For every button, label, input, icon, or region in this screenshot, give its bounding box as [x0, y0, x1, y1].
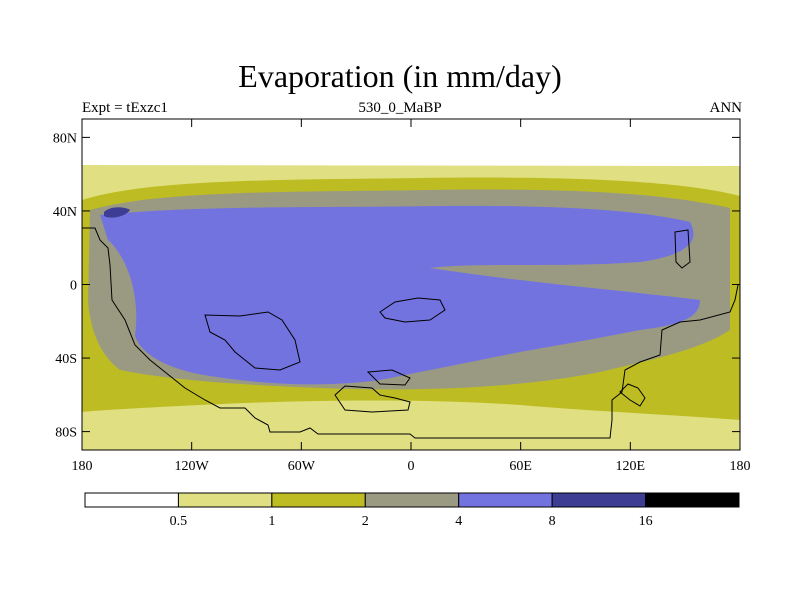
- continent-outline-east-coast: [619, 383, 646, 407]
- colorbar-label: 8: [549, 514, 556, 529]
- colorbar-swatch: [177, 492, 273, 508]
- experiment-label: Expt = tExzc1: [82, 100, 168, 116]
- colorbar-swatch: [364, 492, 460, 508]
- y-tick-label: 40S: [55, 352, 77, 367]
- x-tick-label: 180: [730, 459, 751, 474]
- evaporation-field: [82, 119, 740, 450]
- colorbar-swatch: [645, 492, 740, 508]
- colorbar-swatch: [84, 492, 179, 508]
- y-tick-label: 40N: [53, 205, 77, 220]
- x-tick-label: 180: [72, 459, 93, 474]
- continent-outline-south-islands-2: [366, 369, 411, 386]
- axis-ticks: 180 120W 60W 0 60E 120E 180 80N 40N 0 40S 80S: [53, 119, 751, 474]
- season-label: ANN: [709, 100, 743, 116]
- continent-outlines: [82, 227, 739, 439]
- y-tick-label: 0: [70, 279, 77, 294]
- contour-band-8-16: [104, 207, 130, 218]
- colorbar: 0.5 1 2 4 8 16: [84, 492, 740, 529]
- y-tick-label: 80S: [55, 426, 77, 441]
- colorbar-label: 1: [268, 514, 275, 529]
- colorbar-swatch: [458, 492, 553, 508]
- continent-outline-south-islands: [334, 385, 411, 413]
- x-tick-label: 60E: [509, 459, 532, 474]
- period-label: 530_0_MaBP: [358, 100, 442, 116]
- continent-outline-arc-north: [204, 311, 301, 371]
- x-tick-label: 120W: [175, 459, 210, 474]
- colorbar-label: 0.5: [170, 514, 188, 529]
- colorbar-label: 4: [455, 514, 462, 529]
- map-title: Evaporation (in mm/day): [238, 58, 562, 94]
- colorbar-swatch: [551, 492, 647, 508]
- x-tick-label: 60W: [288, 459, 316, 474]
- colorbar-swatch: [271, 492, 366, 508]
- continent-outline-equatorial-islands: [379, 297, 446, 323]
- x-tick-label: 0: [408, 459, 415, 474]
- continent-outline-west: [82, 227, 739, 439]
- x-tick-label: 120E: [616, 459, 646, 474]
- continent-outline-east-peninsula: [674, 229, 691, 269]
- colorbar-label: 16: [639, 514, 653, 529]
- contour-band-4-8: [100, 205, 700, 385]
- colorbar-label: 2: [362, 514, 369, 529]
- y-tick-label: 80N: [53, 131, 77, 146]
